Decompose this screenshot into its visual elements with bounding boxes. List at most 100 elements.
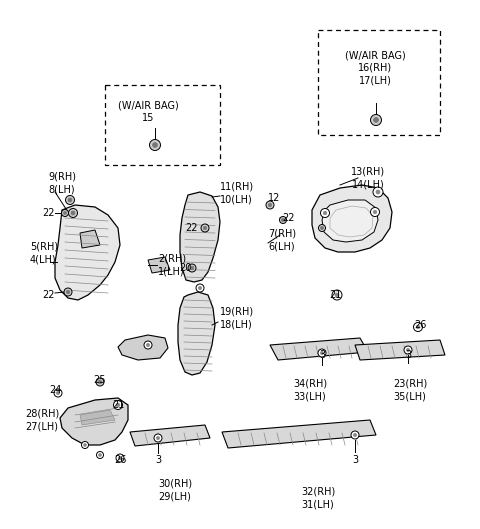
Text: 22: 22 xyxy=(43,208,55,218)
Circle shape xyxy=(332,290,342,300)
Circle shape xyxy=(82,442,88,449)
Polygon shape xyxy=(355,340,445,360)
Circle shape xyxy=(57,391,60,395)
Text: 9(RH)
8(LH): 9(RH) 8(LH) xyxy=(48,172,76,194)
Circle shape xyxy=(84,444,86,446)
Circle shape xyxy=(203,226,207,230)
Text: 3: 3 xyxy=(155,455,161,465)
Circle shape xyxy=(153,142,157,148)
Polygon shape xyxy=(270,338,368,360)
Text: 26: 26 xyxy=(414,320,426,330)
Text: 22: 22 xyxy=(282,213,295,223)
Text: 26: 26 xyxy=(114,455,126,465)
Circle shape xyxy=(96,378,104,386)
Polygon shape xyxy=(322,200,378,242)
Text: 32(RH)
31(LH): 32(RH) 31(LH) xyxy=(301,487,335,509)
Text: 21: 21 xyxy=(112,400,124,410)
Circle shape xyxy=(198,286,202,289)
Circle shape xyxy=(318,349,326,357)
Circle shape xyxy=(321,351,324,354)
Text: 2(RH)
1(LH): 2(RH) 1(LH) xyxy=(158,254,186,276)
Text: 3: 3 xyxy=(319,350,325,360)
Circle shape xyxy=(144,341,152,349)
Text: 3: 3 xyxy=(352,455,358,465)
Text: 5(RH)
4(LH): 5(RH) 4(LH) xyxy=(30,242,58,264)
Circle shape xyxy=(116,403,120,407)
Circle shape xyxy=(373,117,378,123)
Circle shape xyxy=(266,201,274,209)
Circle shape xyxy=(154,434,162,442)
Circle shape xyxy=(335,293,339,297)
Circle shape xyxy=(188,264,196,272)
Circle shape xyxy=(413,323,422,332)
Circle shape xyxy=(66,290,70,294)
Polygon shape xyxy=(80,410,115,425)
Circle shape xyxy=(319,224,325,232)
Circle shape xyxy=(371,207,380,216)
Polygon shape xyxy=(148,257,170,273)
Polygon shape xyxy=(222,420,376,448)
Text: 7(RH)
6(LH): 7(RH) 6(LH) xyxy=(268,229,296,251)
Circle shape xyxy=(156,436,159,440)
Text: 23(RH)
35(LH): 23(RH) 35(LH) xyxy=(393,379,427,401)
Circle shape xyxy=(279,216,287,223)
Circle shape xyxy=(61,209,69,216)
Text: 22: 22 xyxy=(43,290,55,300)
Circle shape xyxy=(321,226,324,230)
Circle shape xyxy=(201,224,209,232)
Text: 21: 21 xyxy=(329,290,341,300)
Circle shape xyxy=(323,211,327,215)
Text: 25: 25 xyxy=(94,375,106,385)
Circle shape xyxy=(98,380,102,384)
Circle shape xyxy=(64,288,72,296)
Circle shape xyxy=(190,266,194,270)
Text: 11(RH)
10(LH): 11(RH) 10(LH) xyxy=(220,182,254,204)
Circle shape xyxy=(113,400,122,409)
Circle shape xyxy=(373,210,377,214)
Circle shape xyxy=(69,208,77,217)
Polygon shape xyxy=(312,185,392,252)
Circle shape xyxy=(71,211,75,215)
Circle shape xyxy=(351,431,359,439)
Circle shape xyxy=(371,114,382,125)
Text: 30(RH)
29(LH): 30(RH) 29(LH) xyxy=(158,479,192,501)
Circle shape xyxy=(68,198,72,202)
Circle shape xyxy=(146,343,150,346)
Text: 3: 3 xyxy=(405,350,411,360)
Text: 24: 24 xyxy=(49,385,61,395)
Text: 19(RH)
18(LH): 19(RH) 18(LH) xyxy=(220,307,254,329)
Text: 28(RH)
27(LH): 28(RH) 27(LH) xyxy=(25,409,59,431)
Circle shape xyxy=(116,454,124,462)
Circle shape xyxy=(407,349,409,352)
Circle shape xyxy=(149,140,160,150)
Polygon shape xyxy=(130,425,210,446)
Circle shape xyxy=(376,190,380,194)
Text: (W/AIR BAG)
15: (W/AIR BAG) 15 xyxy=(118,101,179,123)
Circle shape xyxy=(281,218,285,222)
Text: 12: 12 xyxy=(268,193,280,203)
Circle shape xyxy=(98,453,101,457)
Circle shape xyxy=(196,284,204,292)
Circle shape xyxy=(404,346,412,354)
Polygon shape xyxy=(60,398,128,445)
Text: 13(RH)
14(LH): 13(RH) 14(LH) xyxy=(351,167,385,189)
Circle shape xyxy=(119,457,121,460)
Polygon shape xyxy=(80,230,100,248)
Text: (W/AIR BAG)
16(RH)
17(LH): (W/AIR BAG) 16(RH) 17(LH) xyxy=(345,51,406,85)
Polygon shape xyxy=(118,335,168,360)
Text: 22: 22 xyxy=(185,223,198,233)
Text: 34(RH)
33(LH): 34(RH) 33(LH) xyxy=(293,379,327,401)
Circle shape xyxy=(96,451,104,459)
Circle shape xyxy=(268,203,272,207)
Circle shape xyxy=(54,389,62,397)
Polygon shape xyxy=(178,292,215,375)
Polygon shape xyxy=(55,205,120,300)
Circle shape xyxy=(373,187,383,197)
Circle shape xyxy=(321,208,329,217)
Text: 20: 20 xyxy=(180,263,192,273)
Circle shape xyxy=(63,212,67,215)
Circle shape xyxy=(353,433,357,436)
Circle shape xyxy=(65,196,74,205)
Polygon shape xyxy=(180,192,220,282)
Circle shape xyxy=(416,325,420,329)
